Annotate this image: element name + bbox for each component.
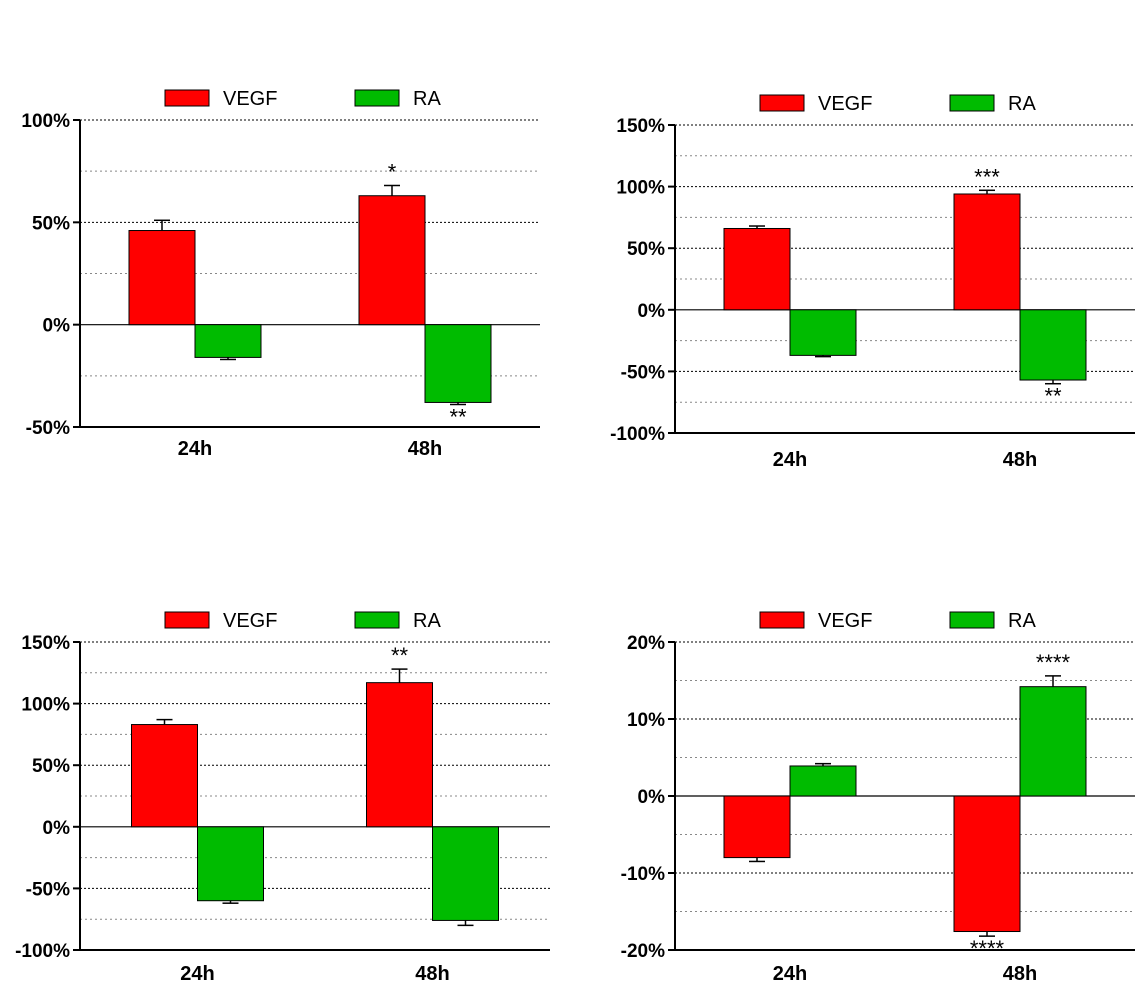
y-tick-label: -100% (15, 941, 70, 962)
bar-ra-24h (789, 309, 857, 356)
bar-ra-24h (789, 765, 857, 797)
x-category-label: 48h (415, 963, 449, 984)
y-tick-label: 10% (627, 710, 665, 731)
significance-marker: **** (970, 936, 1005, 961)
y-tick-label: 0% (43, 316, 71, 337)
y-tick-label: -100% (610, 424, 665, 445)
bar-vegf-48h (358, 195, 426, 326)
y-tick-label: 100% (616, 178, 665, 199)
bar-ra-48h (432, 826, 499, 921)
y-tick-label: 0% (638, 301, 666, 322)
y-tick-label: -20% (621, 941, 665, 962)
x-category-label: 24h (178, 438, 212, 460)
y-tick-label: 50% (32, 756, 70, 777)
x-category-label: 24h (180, 963, 214, 984)
legend-label-ra: RA (1008, 93, 1036, 115)
y-tick-label: 100% (21, 111, 70, 132)
chart-panel-3: -100% -50% 0% 50% 100% 150% 24h 48h ** VEGF RA (15, 610, 550, 984)
bar-ra-24h (197, 826, 264, 902)
legend-label-vegf: VEGF (223, 610, 277, 632)
significance-marker: ** (449, 404, 467, 429)
y-tick-label: 0% (638, 787, 666, 808)
legend-swatch-vegf (759, 94, 805, 112)
significance-marker: *** (974, 164, 1000, 189)
significance-marker: **** (1036, 650, 1071, 675)
legend-swatch-vegf (164, 89, 210, 107)
y-tick-label: -50% (26, 418, 70, 439)
y-tick-label: 20% (627, 633, 665, 654)
bar-vegf-24h (723, 227, 791, 311)
legend-label-vegf: VEGF (818, 93, 872, 115)
chart-panel-1: -50%0%50%100%24h 48h***VEGF RA (21, 88, 540, 460)
y-tick-label: 150% (21, 633, 70, 654)
legend-label-vegf: VEGF (223, 88, 277, 110)
bar-vegf-48h (953, 795, 1021, 933)
bar-vegf-24h (128, 230, 196, 326)
legend-swatch-ra (354, 611, 400, 629)
legend-label-ra: RA (1008, 610, 1036, 632)
bar-ra-48h (1019, 309, 1087, 381)
legend-swatch-ra (949, 611, 995, 629)
bar-vegf-24h (723, 795, 791, 859)
significance-marker: * (388, 159, 397, 184)
y-tick-label: -50% (621, 362, 665, 383)
chart-panel-2: -100%-50%0%50%100%150%24h 48h*****VEGF RA (610, 93, 1135, 471)
y-tick-label: 150% (616, 116, 665, 137)
legend-swatch-ra (354, 89, 400, 107)
x-category-label: 48h (408, 438, 442, 460)
x-category-label: 24h (773, 963, 807, 984)
y-tick-label: 100% (21, 695, 70, 716)
y-tick-label: -50% (26, 879, 70, 900)
legend-swatch-ra (949, 94, 995, 112)
y-tick-label: 0% (43, 818, 71, 839)
legend-label-ra: RA (413, 610, 441, 632)
bar-ra-48h (424, 324, 492, 403)
y-tick-label: 50% (627, 239, 665, 260)
y-tick-label: -10% (621, 864, 665, 885)
legend-label-ra: RA (413, 88, 441, 110)
bar-vegf-48h (953, 193, 1021, 311)
x-category-label: 24h (773, 449, 807, 471)
legend-swatch-vegf (759, 611, 805, 629)
legend-swatch-vegf (164, 611, 210, 629)
bar-ra-24h (194, 324, 262, 358)
significance-marker: ** (391, 643, 409, 668)
bar-vegf-48h (366, 682, 433, 828)
bar-ra-48h (1019, 686, 1087, 797)
legend-label-vegf: VEGF (818, 610, 872, 632)
significance-marker: ** (1044, 384, 1062, 409)
x-category-label: 48h (1003, 449, 1037, 471)
bar-vegf-24h (131, 724, 198, 828)
y-tick-label: 50% (32, 213, 70, 234)
x-category-label: 48h (1003, 963, 1037, 984)
